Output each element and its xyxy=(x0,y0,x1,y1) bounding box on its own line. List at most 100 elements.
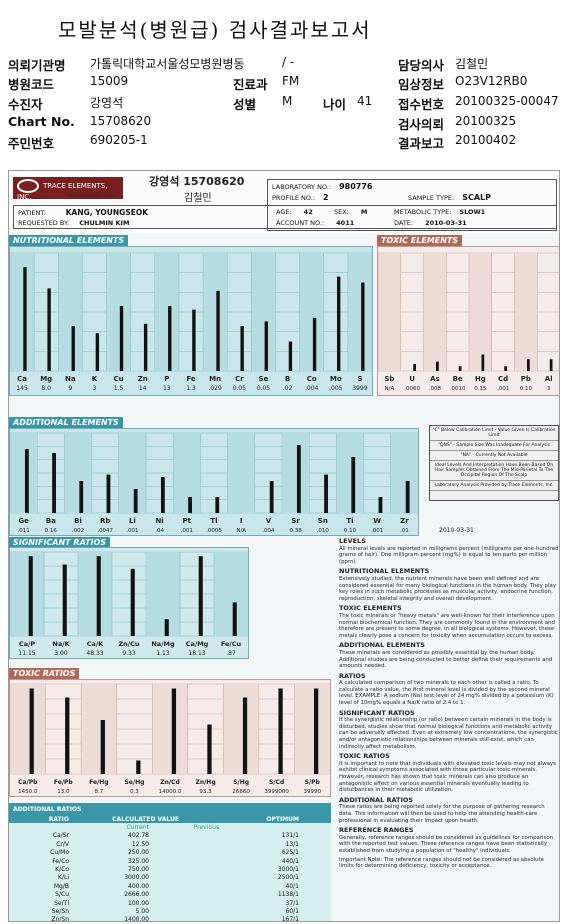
section-heading: NUTRITIONAL ELEMENTS xyxy=(339,567,430,576)
column-stripe xyxy=(251,253,276,371)
bar-ca-k xyxy=(96,556,101,636)
value-label: 8.7 xyxy=(95,789,104,795)
legend-line: "NA" - Currently Not Available xyxy=(430,451,558,461)
section-paragraph: Extensively studied, the nutrient minera… xyxy=(339,575,557,602)
section-heading: ADDITIONAL RATIOS xyxy=(339,795,414,804)
legend-box: "C" Below Calibration Limit - Value Give… xyxy=(429,425,559,501)
logo-text: TRACE ELEMENTS, INC. xyxy=(17,182,108,201)
ratio-optimum: 625/1 xyxy=(281,849,299,857)
category-label: S xyxy=(357,375,362,383)
column-stripe xyxy=(10,433,38,513)
value-label: .010 xyxy=(317,528,330,534)
column-stripe xyxy=(294,684,330,774)
lab-report: TRACE ELEMENTS, INC. 4001 Sunbelt Drive … xyxy=(8,170,560,922)
ratio-name: K/Li xyxy=(58,874,69,882)
metabolic-value: SLOW1 xyxy=(459,208,486,216)
value-label: .004 xyxy=(262,528,275,534)
ratio-optimum: 1138/1 xyxy=(277,891,299,899)
value-label: 14000.0 xyxy=(159,789,182,795)
category-label: Al xyxy=(545,375,553,383)
info-value: 20100402 xyxy=(455,133,517,147)
info-value: 20100325 xyxy=(455,114,517,128)
bar-s-pb xyxy=(314,688,319,774)
ratio-optimum: 37/1 xyxy=(285,899,299,907)
category-label: As xyxy=(430,375,440,383)
category-label: Li xyxy=(129,517,136,525)
value-label: .0047 xyxy=(97,528,113,534)
info-label: 접수번호 xyxy=(398,97,445,112)
nutritional-chart: Ca 145 Mg 8.0 Na 9 K 3 Cu 1.5 Zn 14 P 13 Fe 1.3 Mn .029 Cr… xyxy=(9,246,373,396)
section-paragraph: It is important to note that individuals… xyxy=(339,760,556,794)
patient-label: PATIENT: xyxy=(18,209,46,217)
column-stripe xyxy=(203,253,228,371)
column-stripe xyxy=(282,433,310,513)
category-label: Fe/Hg xyxy=(89,779,108,786)
category-label: B xyxy=(285,375,290,383)
category-label: Fe/Pb xyxy=(54,779,74,786)
ratio-optimum: 60/1 xyxy=(285,907,299,915)
bar-ge xyxy=(24,449,29,513)
value-label: 3999 xyxy=(352,385,367,392)
info-value: 가톨릭대학교서울성모병원병동 xyxy=(90,57,245,71)
value-label: 1.3 xyxy=(186,385,196,392)
bar-na xyxy=(71,326,75,371)
lab-number-label: LABORATORY NO.: xyxy=(272,183,332,191)
toxic-ratios-svg: Ca/Pb 1450.0 Fe/Pb 13.0 Fe/Hg 8.7 Se/Hg 0.3 Zn/C… xyxy=(10,683,330,795)
value-label: .005 xyxy=(329,385,343,392)
column-stripe xyxy=(227,433,255,513)
category-label: I xyxy=(240,517,243,525)
bar-pb xyxy=(527,359,530,371)
category-label: Mn xyxy=(209,375,221,383)
ratio-name: Fe/Co xyxy=(52,857,69,865)
category-label: S/Pb xyxy=(305,779,321,786)
info-label: 결과보고 xyxy=(398,136,445,151)
category-label: Sr xyxy=(291,517,300,525)
bar-sr xyxy=(296,445,301,513)
table-row: Cu/Mo 250.00 625/1 xyxy=(9,849,331,857)
ratio-optimum: 131/1 xyxy=(281,832,299,840)
profile-number: 2 xyxy=(322,193,329,202)
column-stripe xyxy=(336,433,364,513)
category-label: Bi xyxy=(74,517,82,525)
table-row: K/Co 750.00 3000/1 xyxy=(9,865,331,873)
section-heading: LEVELS xyxy=(339,537,366,545)
requested-label: REQUESTED BY: xyxy=(18,219,70,227)
additional-ratios-rows: Ca/Sr 402.78 131/1 Cr/V 12.50 13/1 Cu/Mo 250.00… xyxy=(9,832,331,921)
col-value: CALCULATED VALUE xyxy=(112,815,179,823)
toxic-svg: Sb N/A U .0060 As .008 Be .0010 Hg 0.15 Cd .001 Pb 0.… xyxy=(378,252,559,392)
ratio-name: Cu/Mo xyxy=(50,849,69,857)
value-label: 9 xyxy=(68,385,72,392)
ratio-name: Ca/Sr xyxy=(52,832,69,840)
bar-li xyxy=(133,489,138,513)
value-label: .001 xyxy=(181,528,193,534)
category-label: Cu xyxy=(114,375,124,383)
bar-s-hg xyxy=(242,697,248,774)
ratio-value: 402.78 xyxy=(128,832,149,840)
value-label: 8.0 xyxy=(41,385,51,392)
info-value: 15009 xyxy=(90,74,129,88)
info-label: 진료과 xyxy=(233,77,268,92)
value-label: 39990 xyxy=(303,789,321,795)
bar-p xyxy=(168,306,172,371)
patient-name: KANG, YOUNGSEOK xyxy=(65,208,149,217)
bar-pt xyxy=(188,497,192,513)
value-label: 9.33 xyxy=(122,650,136,657)
value-label: 0.38 xyxy=(289,528,302,534)
toxic-ratios-title: TOXIC RATIOS xyxy=(9,668,80,679)
sex-value: M xyxy=(360,208,368,216)
value-label: 48.33 xyxy=(86,650,103,657)
report-header: TRACE ELEMENTS, INC. 4001 Sunbelt Drive … xyxy=(9,171,559,233)
col-previous: Previous xyxy=(193,824,219,832)
category-label: Pt xyxy=(183,517,192,525)
ratio-name: Cr/V xyxy=(56,840,69,848)
category-label: Tl xyxy=(210,517,217,525)
column-stripe xyxy=(58,253,83,371)
bar-zn-cd xyxy=(171,688,177,774)
section-heading: SIGNIFICANT RATIOS xyxy=(339,708,415,717)
category-label: Fe xyxy=(186,375,195,383)
column-stripe xyxy=(106,253,131,371)
ratio-value: 325.00 xyxy=(128,857,149,865)
section-heading: TOXIC RATIOS xyxy=(339,752,390,761)
bar-fe xyxy=(192,309,196,371)
bar-al xyxy=(549,359,553,371)
